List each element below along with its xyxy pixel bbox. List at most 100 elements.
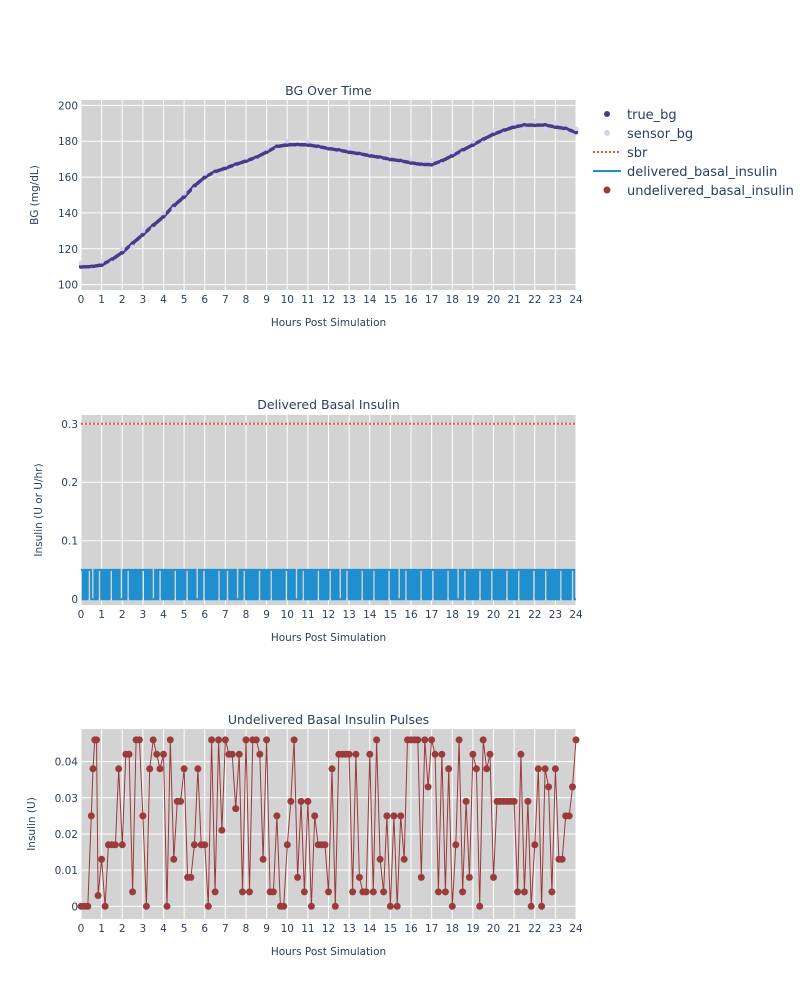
undelivered-basal-insulin-point xyxy=(328,765,336,773)
legend-item-true-bg[interactable]: true_bg xyxy=(604,108,677,123)
sensor-bg-point xyxy=(243,154,249,160)
sensor-bg-point xyxy=(202,171,208,176)
x-tick-label: 10 xyxy=(281,923,294,935)
x-tick-label: 10 xyxy=(281,294,294,306)
true-bg-point xyxy=(109,257,115,262)
legend-item-undelivered-basal-insulin[interactable]: undelivered_basal_insulin xyxy=(603,184,794,199)
x-tick-label: 23 xyxy=(549,294,562,306)
x-tick-label: 15 xyxy=(384,294,397,306)
undelivered-basal-insulin-point xyxy=(331,902,339,910)
sensor-bg-point xyxy=(295,145,301,151)
x-axis-label: Hours Post Simulation xyxy=(271,317,386,329)
undelivered-basal-insulin-point xyxy=(204,902,212,910)
undelivered-basal-insulin-point xyxy=(146,765,154,773)
undelivered-basal-insulin-point xyxy=(572,736,580,744)
true-bg-point xyxy=(264,149,269,155)
sensor-bg-point xyxy=(274,147,280,153)
undelivered-basal-insulin-point xyxy=(297,797,305,805)
undelivered-basal-insulin-point xyxy=(93,736,100,744)
undelivered-basal-insulin-point xyxy=(397,812,405,820)
sensor-bg-point xyxy=(552,120,558,126)
true-bg-point xyxy=(243,158,249,164)
undelivered-basal-insulin-point xyxy=(194,765,202,773)
panel-delivered-basal-insulin: 0 1 2 3 4 5 6 7 8 9 10 11 12 13 14 15 16 17 18 19 20 21 22 23 24… xyxy=(33,397,583,644)
undelivered-basal-insulin-point xyxy=(486,750,494,758)
true-bg-point xyxy=(398,158,403,164)
true-bg-point xyxy=(295,142,300,147)
x-tick-label: 14 xyxy=(363,294,377,306)
sensor-bg-point xyxy=(88,267,94,273)
x-tick-label: 21 xyxy=(507,609,520,621)
sensor-bg-point xyxy=(480,140,486,146)
true-bg-point xyxy=(522,122,527,128)
undelivered-basal-insulin-point xyxy=(472,765,480,773)
undelivered-basal-insulin-point xyxy=(129,888,137,896)
x-tick-label: 19 xyxy=(466,923,479,935)
undelivered-basal-insulin-point xyxy=(94,892,102,899)
undelivered-basal-insulin-point xyxy=(125,750,133,758)
undelivered-basal-insulin-point xyxy=(527,902,535,910)
y-tick-label: 0 xyxy=(71,594,78,606)
undelivered-basal-insulin-point xyxy=(283,841,291,849)
x-tick-label: 3 xyxy=(140,294,147,306)
legend-item-sensor-bg[interactable]: sensor_bg xyxy=(604,127,693,142)
legend-item-delivered-basal-insulin[interactable]: delivered_basal_insulin xyxy=(593,165,777,180)
sensor-bg-point xyxy=(511,120,517,126)
y-tick-label: 0.2 xyxy=(61,477,78,489)
x-tick-label: 6 xyxy=(201,609,208,621)
sensor-bg-point xyxy=(233,165,239,171)
true-bg-point xyxy=(316,144,321,149)
sensor-bg-point xyxy=(491,128,496,133)
chart-title: Undelivered Basal Insulin Pulses xyxy=(228,712,429,727)
x-tick-label: 6 xyxy=(201,923,208,935)
undelivered-basal-insulin-point xyxy=(545,783,553,791)
x-tick-label: 21 xyxy=(507,294,520,306)
true-bg-point xyxy=(481,137,486,142)
true-bg-point xyxy=(419,162,424,167)
undelivered-basal-insulin-point xyxy=(325,888,332,896)
true-bg-point xyxy=(573,130,579,135)
undelivered-basal-insulin-point xyxy=(565,812,573,820)
true-bg-point xyxy=(130,241,135,246)
x-tick-labels: 0 1 2 3 4 5 6 7 8 9 10 11 12 13 14 15 16 17 18 19 20 21 22 23 24 xyxy=(78,294,583,306)
undelivered-basal-insulin-point xyxy=(246,888,253,896)
y-axis-label: Insulin (U or U/hr) xyxy=(33,463,45,556)
undelivered-basal-insulin-point xyxy=(321,841,329,849)
sensor-bg-point xyxy=(460,151,466,157)
undelivered-basal-insulin-point xyxy=(465,873,473,881)
x-tick-label: 13 xyxy=(342,294,355,306)
undelivered-basal-insulin-point xyxy=(84,902,92,910)
sensor-bg-point xyxy=(326,142,331,148)
true-bg-point xyxy=(99,262,104,268)
sensor-bg-point xyxy=(563,129,569,135)
true-bg-point xyxy=(89,264,94,269)
x-tick-label: 9 xyxy=(263,294,270,306)
chart-title: Delivered Basal Insulin xyxy=(257,397,400,412)
sensor-bg-point xyxy=(377,158,383,164)
undelivered-basal-insulin-point xyxy=(256,750,264,758)
x-tick-label: 20 xyxy=(487,609,500,621)
x-tick-label: 7 xyxy=(222,923,229,935)
x-tick-label: 20 xyxy=(487,294,500,306)
x-tick-label: 21 xyxy=(507,923,520,935)
undelivered-basal-insulin-point xyxy=(462,797,470,805)
true-bg-point xyxy=(357,151,362,156)
sensor-bg-point xyxy=(253,158,259,164)
x-tick-label: 0 xyxy=(78,294,85,306)
true-bg-point xyxy=(305,142,311,147)
sensor-bg-point xyxy=(78,260,84,266)
undelivered-basal-insulin-point xyxy=(390,812,398,820)
x-tick-label: 19 xyxy=(466,294,479,306)
undelivered-basal-insulin-point xyxy=(383,812,391,820)
undelivered-basal-insulin-point xyxy=(421,736,429,744)
legend-item-sbr[interactable]: sbr xyxy=(593,146,648,161)
true-bg-point xyxy=(202,174,207,180)
undelivered-basal-insulin-point xyxy=(187,873,195,881)
y-tick-label: 200 xyxy=(58,100,78,112)
undelivered-basal-insulin-point xyxy=(386,902,394,910)
x-tick-label: 5 xyxy=(181,294,188,306)
y-tick-label: 0 xyxy=(71,901,78,913)
undelivered-basal-insulin-point xyxy=(153,750,161,758)
true-bg-point xyxy=(140,232,146,237)
undelivered-basal-insulin-point xyxy=(273,812,281,820)
